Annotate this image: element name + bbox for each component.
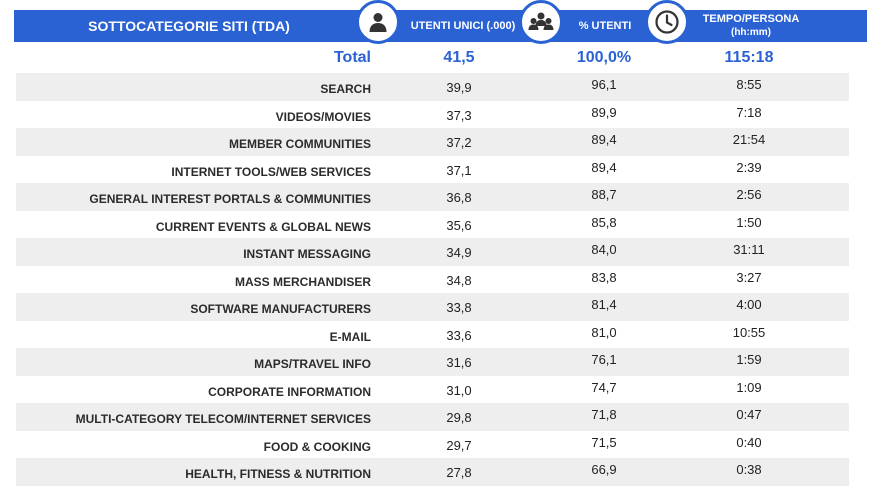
table-body: SEARCH 39,9 96,1 8:55 VIDEOS/MOVIES 37,3 89,9 7… [16,73,849,486]
row-unique-users: 39,9 [446,80,472,95]
row-percent-users: 81,0 [591,324,617,340]
header-percent-users: % UTENTI [578,19,632,32]
row-category: GENERAL INTEREST PORTALS & COMMUNITIES [89,192,371,206]
row-percent-users: 84,0 [591,242,617,257]
row-time-per-person: 2:56 [736,187,762,202]
header-category: SOTTOCATEGORIE SITI (TDA) [88,17,290,34]
group-icon [519,0,563,44]
row-percent-users: 83,8 [591,269,617,285]
total-users: 41,5 [443,49,475,66]
row-time-per-person: 3:27 [736,269,762,285]
total-percent: 100,0% [576,49,632,66]
header-unique-users: UTENTI UNICI (.000) [410,19,516,32]
row-time-per-person: 0:47 [736,407,762,422]
row-time-per-person: 1:50 [736,214,762,230]
header-time-label: TEMPO/PERSONA [702,13,800,25]
table-row: MASS MERCHANDISER 34,8 83,8 3:27 [16,266,849,294]
table-row: GENERAL INTEREST PORTALS & COMMUNITIES 36… [16,183,849,211]
row-percent-users: 81,4 [591,297,617,312]
row-unique-users: 36,8 [446,190,472,205]
row-unique-users: 29,8 [446,410,472,425]
row-unique-users: 37,2 [446,135,472,150]
row-unique-users: 33,6 [446,327,472,343]
row-time-per-person: 2:39 [736,159,762,175]
row-category: MULTI-CATEGORY TELECOM/INTERNET SERVICES [75,412,371,426]
row-category: CURRENT EVENTS & GLOBAL NEWS [155,219,371,234]
row-percent-users: 66,9 [591,462,617,477]
row-percent-users: 88,7 [591,187,617,202]
row-percent-users: 85,8 [591,214,617,230]
row-category: SEARCH [320,82,371,96]
row-category: SOFTWARE MANUFACTURERS [190,302,371,316]
row-time-per-person: 4:00 [736,297,762,312]
row-percent-users: 89,4 [591,159,617,175]
row-percent-users: 96,1 [591,77,617,92]
row-category: MAPS/TRAVEL INFO [254,357,371,371]
row-time-per-person: 21:54 [732,132,766,147]
row-category: CORPORATE INFORMATION [208,384,371,399]
table-row: SOFTWARE MANUFACTURERS 33,8 81,4 4:00 [16,293,849,321]
table-row: MAPS/TRAVEL INFO 31,6 76,1 1:59 [16,348,849,376]
row-percent-users: 89,9 [591,104,617,120]
table-row: FOOD & COOKING 29,7 71,5 0:40 [16,431,849,459]
row-percent-users: 74,7 [591,379,617,395]
row-unique-users: 29,7 [446,437,472,453]
row-percent-users: 76,1 [591,352,617,367]
row-time-per-person: 8:55 [736,77,762,92]
table-row: E-MAIL 33,6 81,0 10:55 [16,321,849,349]
row-unique-users: 34,9 [446,245,472,260]
table-row: INTERNET TOOLS/WEB SERVICES 37,1 89,4 2:39 [16,156,849,184]
row-category: HEALTH, FITNESS & NUTRITION [185,467,371,481]
row-time-per-person: 1:59 [736,352,762,367]
row-category: MASS MERCHANDISER [234,274,371,289]
table-row: MULTI-CATEGORY TELECOM/INTERNET SERVICES… [16,403,849,431]
row-time-per-person: 1:09 [736,379,762,395]
user-icon [356,0,400,44]
header-time-unit: (hh:mm) [730,27,771,38]
table-header: SOTTOCATEGORIE SITI (TDA) UTENTI UNICI (… [14,10,867,42]
table-row: SEARCH 39,9 96,1 8:55 [16,73,849,101]
header-time-per-person: TEMPO/PERSONA (hh:mm) [696,10,806,42]
row-category: INTERNET TOOLS/WEB SERVICES [171,164,371,179]
total-row: Total 41,5 100,0% 115:18 [14,44,867,72]
row-time-per-person: 10:55 [732,324,766,340]
table-row: CURRENT EVENTS & GLOBAL NEWS 35,6 85,8 1:50 [16,211,849,239]
row-unique-users: 33,8 [446,300,472,315]
row-category: FOOD & COOKING [263,439,371,454]
row-unique-users: 37,1 [446,162,472,178]
row-unique-users: 31,6 [446,355,472,370]
row-category: INSTANT MESSAGING [243,247,371,261]
table-row: VIDEOS/MOVIES 37,3 89,9 7:18 [16,101,849,129]
row-unique-users: 35,6 [446,217,472,233]
table-row: CORPORATE INFORMATION 31,0 74,7 1:09 [16,376,849,404]
row-percent-users: 89,4 [591,132,617,147]
row-time-per-person: 0:38 [736,462,762,477]
total-label: Total [333,49,371,66]
table-row: INSTANT MESSAGING 34,9 84,0 31:11 [16,238,849,266]
row-unique-users: 31,0 [446,382,472,398]
row-time-per-person: 7:18 [736,104,762,120]
total-time: 115:18 [724,49,774,66]
row-unique-users: 37,3 [446,107,472,123]
row-category: MEMBER COMMUNITIES [229,137,371,151]
row-category: VIDEOS/MOVIES [275,109,371,124]
row-percent-users: 71,8 [591,407,617,422]
table-row: HEALTH, FITNESS & NUTRITION 27,8 66,9 0:38 [16,458,849,486]
table-row: MEMBER COMMUNITIES 37,2 89,4 21:54 [16,128,849,156]
clock-icon [645,0,689,44]
row-category: E-MAIL [329,329,371,344]
row-unique-users: 27,8 [446,465,472,480]
row-time-per-person: 0:40 [736,434,762,450]
row-unique-users: 34,8 [446,272,472,288]
row-time-per-person: 31:11 [733,242,765,257]
row-percent-users: 71,5 [591,434,617,450]
